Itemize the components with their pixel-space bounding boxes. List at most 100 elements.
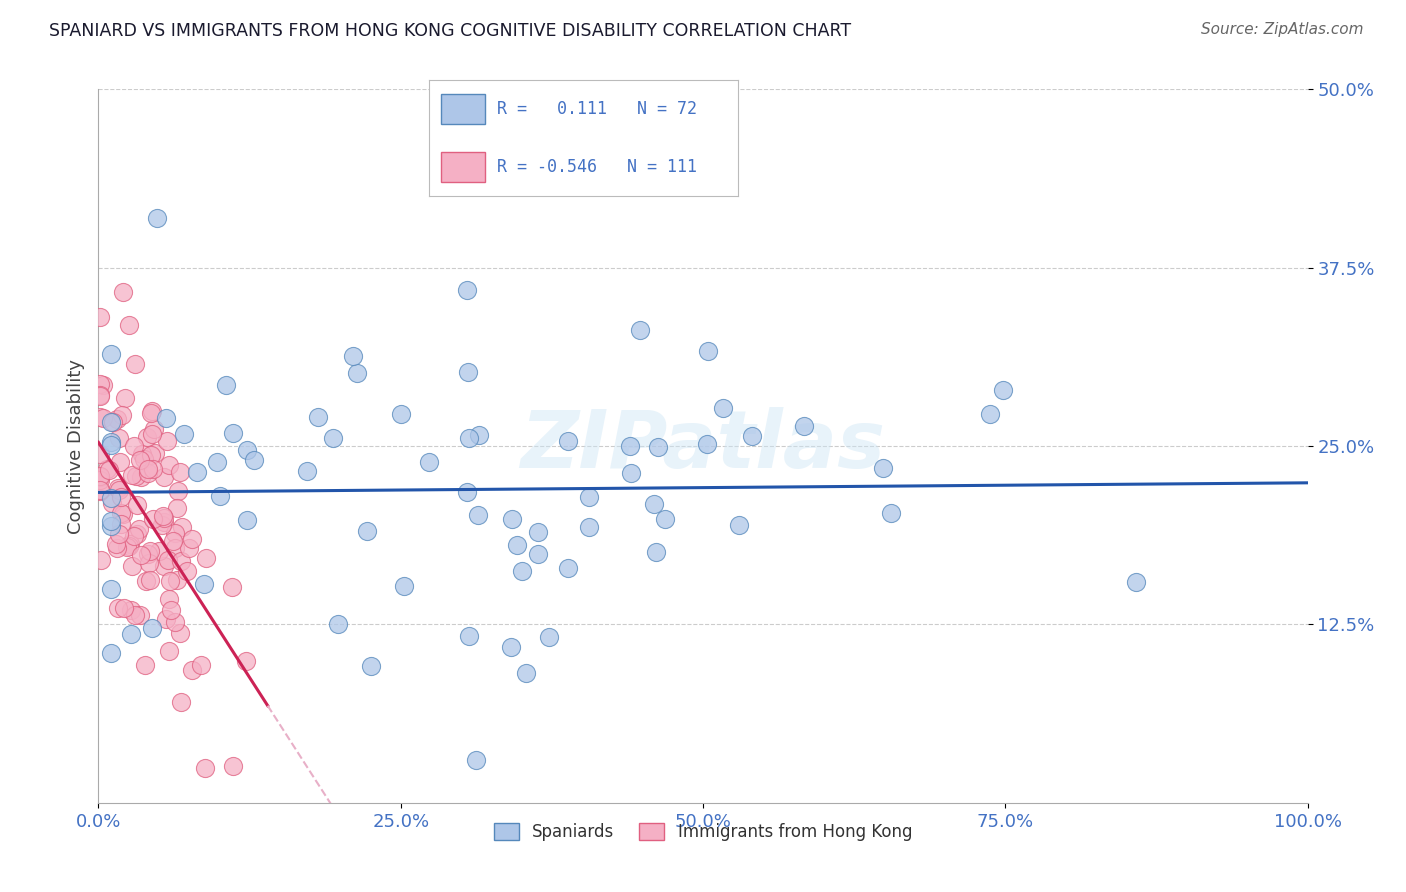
Point <box>146 211 169 226</box>
Point <box>167 483 190 498</box>
Point <box>307 409 329 424</box>
Point <box>138 462 160 476</box>
Point <box>100 518 122 533</box>
Point <box>121 558 143 573</box>
Text: R =   0.111   N = 72: R = 0.111 N = 72 <box>496 100 697 119</box>
Point <box>111 507 134 521</box>
Point <box>120 603 142 617</box>
Point <box>129 608 152 623</box>
Point <box>506 538 529 552</box>
Point <box>236 513 259 527</box>
Point <box>190 658 212 673</box>
Point <box>619 439 641 453</box>
Point <box>157 591 180 606</box>
Point <box>169 465 191 479</box>
Point <box>711 401 734 416</box>
Point <box>100 646 122 660</box>
Point <box>138 556 160 570</box>
Point <box>125 498 148 512</box>
Point <box>163 526 186 541</box>
Point <box>89 470 111 484</box>
Point <box>209 490 232 504</box>
Text: ZIPatlas: ZIPatlas <box>520 407 886 485</box>
Point <box>326 617 349 632</box>
Point <box>100 347 122 361</box>
Point <box>100 434 122 449</box>
Point <box>322 431 344 445</box>
Point <box>107 526 129 541</box>
FancyBboxPatch shape <box>441 153 485 182</box>
Point <box>186 465 208 479</box>
Point <box>143 446 166 460</box>
Point <box>134 452 156 467</box>
Point <box>124 358 146 372</box>
Point <box>110 506 132 520</box>
Point <box>243 453 266 467</box>
Point <box>100 496 122 510</box>
Point <box>458 431 481 445</box>
Point <box>157 644 180 658</box>
Point <box>295 464 318 478</box>
Point <box>100 437 122 451</box>
Point <box>557 434 579 448</box>
Point <box>96 462 118 476</box>
Point <box>630 323 652 337</box>
Point <box>89 388 111 402</box>
Point <box>152 470 174 484</box>
Point <box>89 389 111 403</box>
Text: R = -0.546   N = 111: R = -0.546 N = 111 <box>496 158 697 177</box>
Point <box>135 574 157 588</box>
Point <box>115 540 138 554</box>
Point <box>179 541 201 555</box>
Text: SPANIARD VS IMMIGRANTS FROM HONG KONG COGNITIVE DISABILITY CORRELATION CHART: SPANIARD VS IMMIGRANTS FROM HONG KONG CO… <box>49 22 852 40</box>
Point <box>110 516 132 531</box>
Point <box>122 529 145 543</box>
Point <box>170 519 193 533</box>
Point <box>124 608 146 623</box>
Point <box>135 430 157 444</box>
Point <box>728 517 751 532</box>
Point <box>468 428 491 442</box>
Point <box>129 453 152 467</box>
Point <box>557 561 579 575</box>
Point <box>93 378 115 392</box>
Point <box>100 514 122 528</box>
Point <box>696 437 718 451</box>
Point <box>159 574 181 589</box>
Point <box>105 412 128 426</box>
Point <box>991 383 1014 397</box>
Point <box>155 612 177 626</box>
Point <box>793 419 815 434</box>
Point <box>880 506 903 520</box>
Point <box>1125 574 1147 589</box>
Point <box>356 524 378 538</box>
Point <box>654 511 676 525</box>
Point <box>89 310 111 324</box>
Point <box>89 447 111 461</box>
Point <box>156 434 179 448</box>
Point <box>100 491 122 506</box>
Point <box>222 425 245 440</box>
Point <box>872 461 894 475</box>
Point <box>741 428 763 442</box>
Point <box>107 481 129 495</box>
Point <box>121 467 143 482</box>
Point <box>97 463 120 477</box>
Point <box>125 527 148 541</box>
Point <box>457 365 479 379</box>
Point <box>89 410 111 425</box>
Point <box>578 490 600 504</box>
Point <box>221 580 243 594</box>
Point <box>138 544 160 558</box>
Point <box>619 466 641 480</box>
Point <box>236 443 259 458</box>
Point <box>537 630 560 644</box>
Point <box>134 658 156 673</box>
Point <box>152 508 174 523</box>
Point <box>193 576 215 591</box>
Point <box>107 600 129 615</box>
Point <box>458 629 481 643</box>
Point <box>205 455 228 469</box>
Point <box>118 536 141 550</box>
Point <box>153 516 176 530</box>
